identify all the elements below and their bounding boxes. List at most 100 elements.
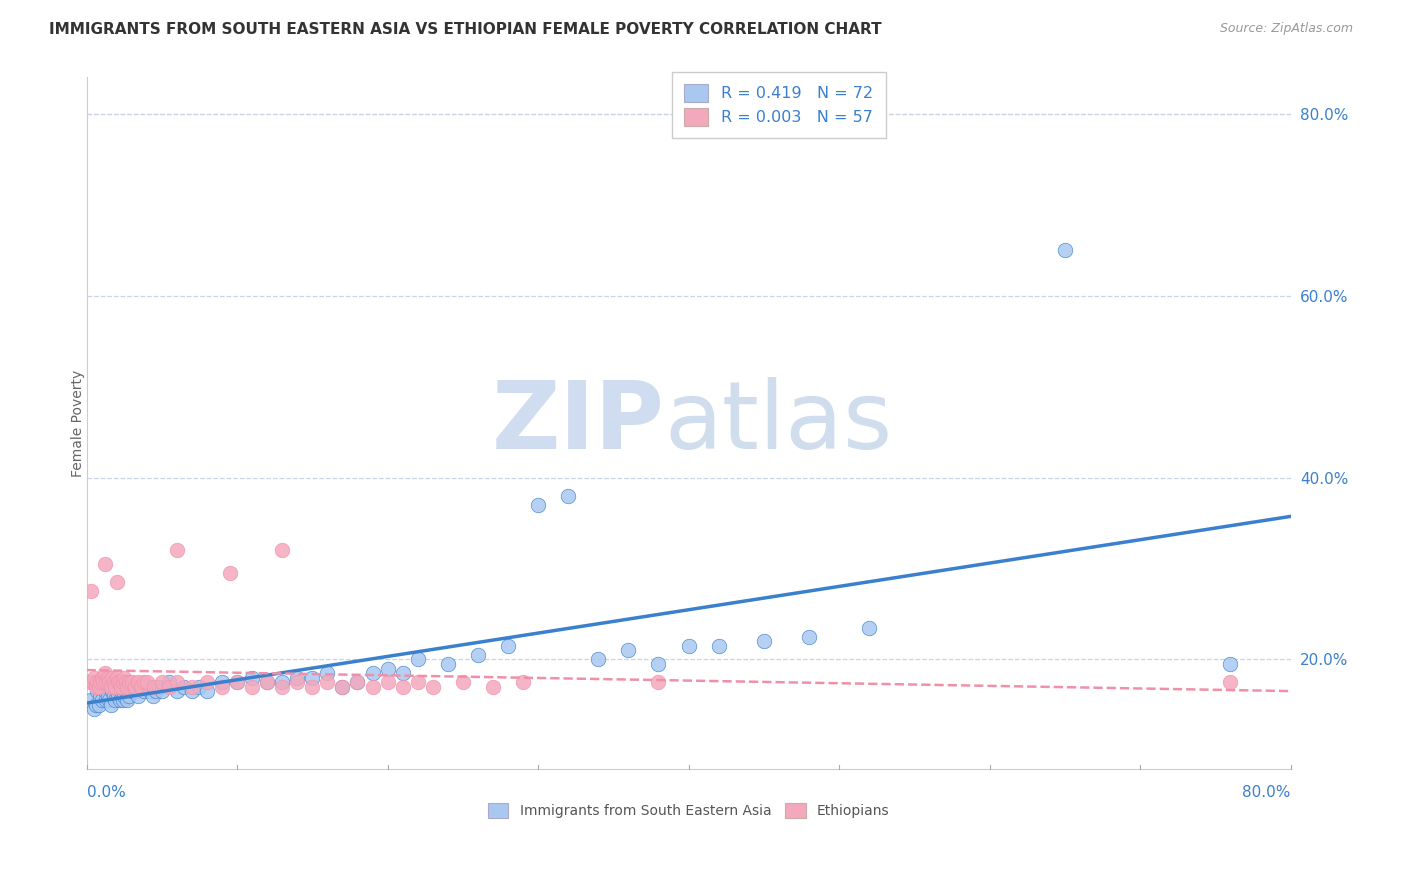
Point: [166, 675, 188, 690]
Point: [120, 680, 142, 694]
Point: [93, 684, 115, 698]
Point: [101, 671, 124, 685]
Point: [98, 675, 121, 690]
Point: [79, 675, 101, 690]
Point: [115, 693, 138, 707]
Point: [166, 684, 188, 698]
Point: [157, 675, 180, 690]
Point: [118, 689, 141, 703]
Point: [797, 630, 820, 644]
Point: [377, 662, 399, 676]
Point: [105, 575, 128, 590]
Point: [86, 675, 108, 690]
Point: [148, 680, 170, 694]
Point: [361, 666, 384, 681]
Point: [104, 693, 127, 707]
Point: [111, 693, 134, 707]
Point: [108, 675, 131, 690]
Point: [93, 557, 115, 571]
Point: [301, 680, 323, 694]
Point: [271, 543, 294, 558]
Point: [97, 689, 120, 703]
Point: [97, 671, 120, 685]
Legend: Immigrants from South Eastern Asia, Ethiopians: Immigrants from South Eastern Asia, Ethi…: [482, 797, 896, 824]
Point: [406, 675, 429, 690]
Point: [87, 698, 110, 712]
Point: [91, 680, 114, 694]
Point: [647, 675, 669, 690]
Point: [195, 675, 218, 690]
Point: [211, 680, 233, 694]
Point: [391, 680, 413, 694]
Point: [107, 675, 129, 690]
Point: [145, 684, 167, 698]
Point: [346, 675, 368, 690]
Point: [121, 675, 143, 690]
Point: [121, 684, 143, 698]
Point: [127, 675, 149, 690]
Point: [240, 680, 263, 694]
Point: [112, 689, 135, 703]
Point: [82, 675, 104, 690]
Point: [422, 680, 444, 694]
Point: [108, 693, 131, 707]
Point: [240, 671, 263, 685]
Point: [256, 675, 278, 690]
Point: [104, 680, 127, 694]
Point: [271, 680, 294, 694]
Point: [218, 566, 240, 580]
Point: [271, 675, 294, 690]
Point: [1219, 675, 1241, 690]
Point: [150, 684, 173, 698]
Point: [301, 671, 323, 685]
Point: [557, 489, 579, 503]
Point: [114, 684, 136, 698]
Point: [93, 666, 115, 681]
Point: [707, 639, 730, 653]
Text: ZIP: ZIP: [492, 377, 665, 469]
Point: [83, 702, 105, 716]
Point: [129, 680, 152, 694]
Point: [527, 498, 550, 512]
Point: [285, 675, 308, 690]
Point: [181, 680, 204, 694]
Point: [94, 693, 117, 707]
Point: [110, 680, 132, 694]
Text: 0.0%: 0.0%: [87, 785, 125, 800]
Point: [496, 639, 519, 653]
Point: [377, 675, 399, 690]
Point: [226, 675, 249, 690]
Point: [132, 675, 155, 690]
Point: [588, 652, 610, 666]
Point: [124, 684, 146, 698]
Point: [316, 666, 339, 681]
Point: [678, 639, 700, 653]
Point: [157, 680, 180, 694]
Point: [84, 680, 107, 694]
Point: [195, 684, 218, 698]
Point: [173, 680, 195, 694]
Point: [105, 671, 128, 685]
Point: [166, 543, 188, 558]
Point: [211, 675, 233, 690]
Point: [111, 675, 134, 690]
Point: [114, 675, 136, 690]
Point: [98, 693, 121, 707]
Point: [84, 698, 107, 712]
Point: [132, 684, 155, 698]
Point: [112, 671, 135, 685]
Point: [226, 675, 249, 690]
Point: [115, 680, 138, 694]
Point: [316, 675, 339, 690]
Point: [406, 652, 429, 666]
Point: [142, 689, 165, 703]
Point: [1053, 244, 1076, 258]
Point: [127, 689, 149, 703]
Point: [150, 675, 173, 690]
Point: [107, 689, 129, 703]
Text: atlas: atlas: [665, 377, 893, 469]
Point: [858, 621, 880, 635]
Point: [332, 680, 354, 694]
Point: [103, 675, 125, 690]
Point: [285, 671, 308, 685]
